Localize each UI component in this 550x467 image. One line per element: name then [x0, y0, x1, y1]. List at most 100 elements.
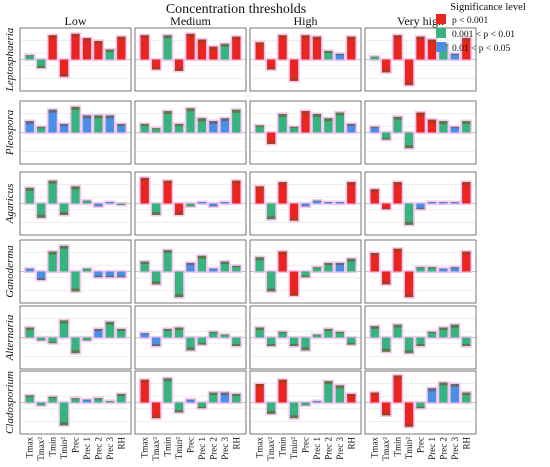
panel-medium-pleospora [134, 100, 247, 165]
bar-cap-rh [117, 275, 126, 278]
bar-prec-3 [335, 202, 344, 204]
bar-cap-tmin [393, 324, 402, 328]
bar-tmax [37, 402, 46, 406]
bar-tmax [382, 271, 391, 285]
bar-prec-1 [312, 113, 322, 133]
bar-cap-rh [347, 258, 356, 262]
x-tick-label-prec-1: Prec 1 [427, 437, 437, 460]
bar-tmax [267, 337, 276, 347]
bar-cap-tmin [59, 73, 69, 77]
bar-cap-tmax [255, 186, 264, 190]
bar-tmin [174, 271, 184, 298]
bar-cap-prec [416, 406, 425, 409]
bar-tmax [140, 261, 149, 272]
bar-cap-prec [416, 112, 425, 116]
panel-medium-alternaria [134, 305, 247, 370]
bar-prec-1 [427, 267, 437, 272]
bar-cap-tmin [48, 341, 57, 344]
bar-cap-prec-2 [209, 46, 218, 50]
bar-rh [117, 203, 126, 205]
bar-cap-prec [301, 111, 310, 115]
bar-prec [301, 35, 310, 60]
x-tick-label-tmin: Tmin [278, 437, 288, 457]
bar-tmax [25, 268, 34, 272]
bar-cap-tmin [278, 251, 287, 255]
bar-cap-prec-1 [312, 113, 322, 117]
bar-cap-tmax [255, 257, 264, 261]
bar-cap-tmax [37, 339, 46, 341]
bar-prec-3 [335, 262, 344, 272]
bar-cap-prec-2 [324, 262, 333, 266]
panel-very-high-alternaria [364, 305, 477, 370]
bar-cap-prec-1 [82, 399, 92, 401]
bar-tmax [152, 203, 161, 215]
bar-cap-tmin [174, 409, 184, 413]
bar-prec [301, 203, 310, 207]
bar-tmin [59, 203, 69, 215]
bar-cap-rh [462, 343, 471, 347]
bar-cap-prec-3 [220, 261, 229, 265]
bar-cap-tmin [59, 245, 69, 249]
bar-cap-prec [186, 347, 195, 351]
bar-prec [416, 337, 425, 347]
bar-cap-prec-1 [312, 267, 322, 269]
bar-cap-tmin [163, 180, 172, 184]
bar-cap-prec [186, 205, 195, 207]
x-tick-label-tmax: Tmax² [381, 437, 391, 461]
bar-prec-3 [105, 271, 114, 278]
bar-prec-1 [312, 334, 322, 338]
bar-tmin [393, 324, 402, 338]
bar-cap-prec-2 [209, 392, 218, 396]
bar-cap-prec-1 [197, 255, 207, 259]
bar-cap-rh [117, 328, 126, 332]
bar-cap-prec-3 [220, 43, 229, 47]
bar-prec-1 [197, 337, 207, 345]
bar-tmin [289, 126, 299, 133]
bar-tmax [140, 123, 149, 133]
bar-cap-prec [71, 398, 80, 400]
panel-low-leptosphaeria [19, 27, 132, 92]
bar-cap-tmax [370, 326, 379, 329]
x-tick-label-tmin: Tmin [48, 437, 58, 457]
bar-cap-tmax [140, 177, 149, 181]
bar-prec-3 [220, 43, 229, 60]
bar-cap-tmax [25, 268, 34, 270]
bar-cap-prec-3 [220, 334, 229, 336]
bar-cap-tmin [393, 116, 402, 120]
bar-tmax [25, 395, 34, 403]
bar-cap-rh [232, 180, 241, 184]
bar-cap-tmin [59, 212, 69, 215]
bar-tmax [370, 189, 379, 204]
bar-cap-tmax [25, 327, 34, 331]
bar-cap-prec-3 [450, 267, 459, 269]
x-tick-label-prec-1: Prec 1 [312, 437, 322, 460]
bar-prec-3 [450, 267, 459, 272]
bar-cap-tmin [404, 82, 414, 86]
bar-tmax [370, 392, 379, 403]
bar-tmin [48, 109, 57, 133]
bar-prec [186, 262, 195, 272]
bar-tmax [382, 132, 391, 140]
bar-cap-prec [71, 288, 80, 292]
bar-cap-prec-3 [105, 115, 114, 119]
x-tick-label-prec: Prec [416, 437, 426, 453]
bar-prec-3 [105, 202, 114, 204]
bar-cap-prec-2 [324, 381, 333, 385]
panel-high-agaricus [249, 171, 362, 236]
bar-rh [347, 123, 356, 133]
row-label-pleospora: Pleospora [4, 109, 16, 156]
bar-rh [347, 258, 356, 272]
bar-cap-tmax [37, 404, 46, 406]
bar-tmax [25, 55, 34, 60]
column-header-very-high: Very high [397, 14, 444, 28]
bar-cap-tmin [278, 113, 287, 117]
bar-cap-prec-1 [427, 331, 437, 334]
bar-prec-1 [197, 118, 207, 133]
bar-cap-prec [301, 205, 310, 207]
bar-prec-1 [197, 39, 207, 60]
bar-tmin [393, 375, 402, 403]
bar-cap-prec-3 [105, 321, 114, 325]
panel-medium-leptosphaeria [134, 27, 247, 92]
bar-cap-tmax [370, 252, 379, 256]
x-tick-label-rh: RH [346, 437, 356, 450]
